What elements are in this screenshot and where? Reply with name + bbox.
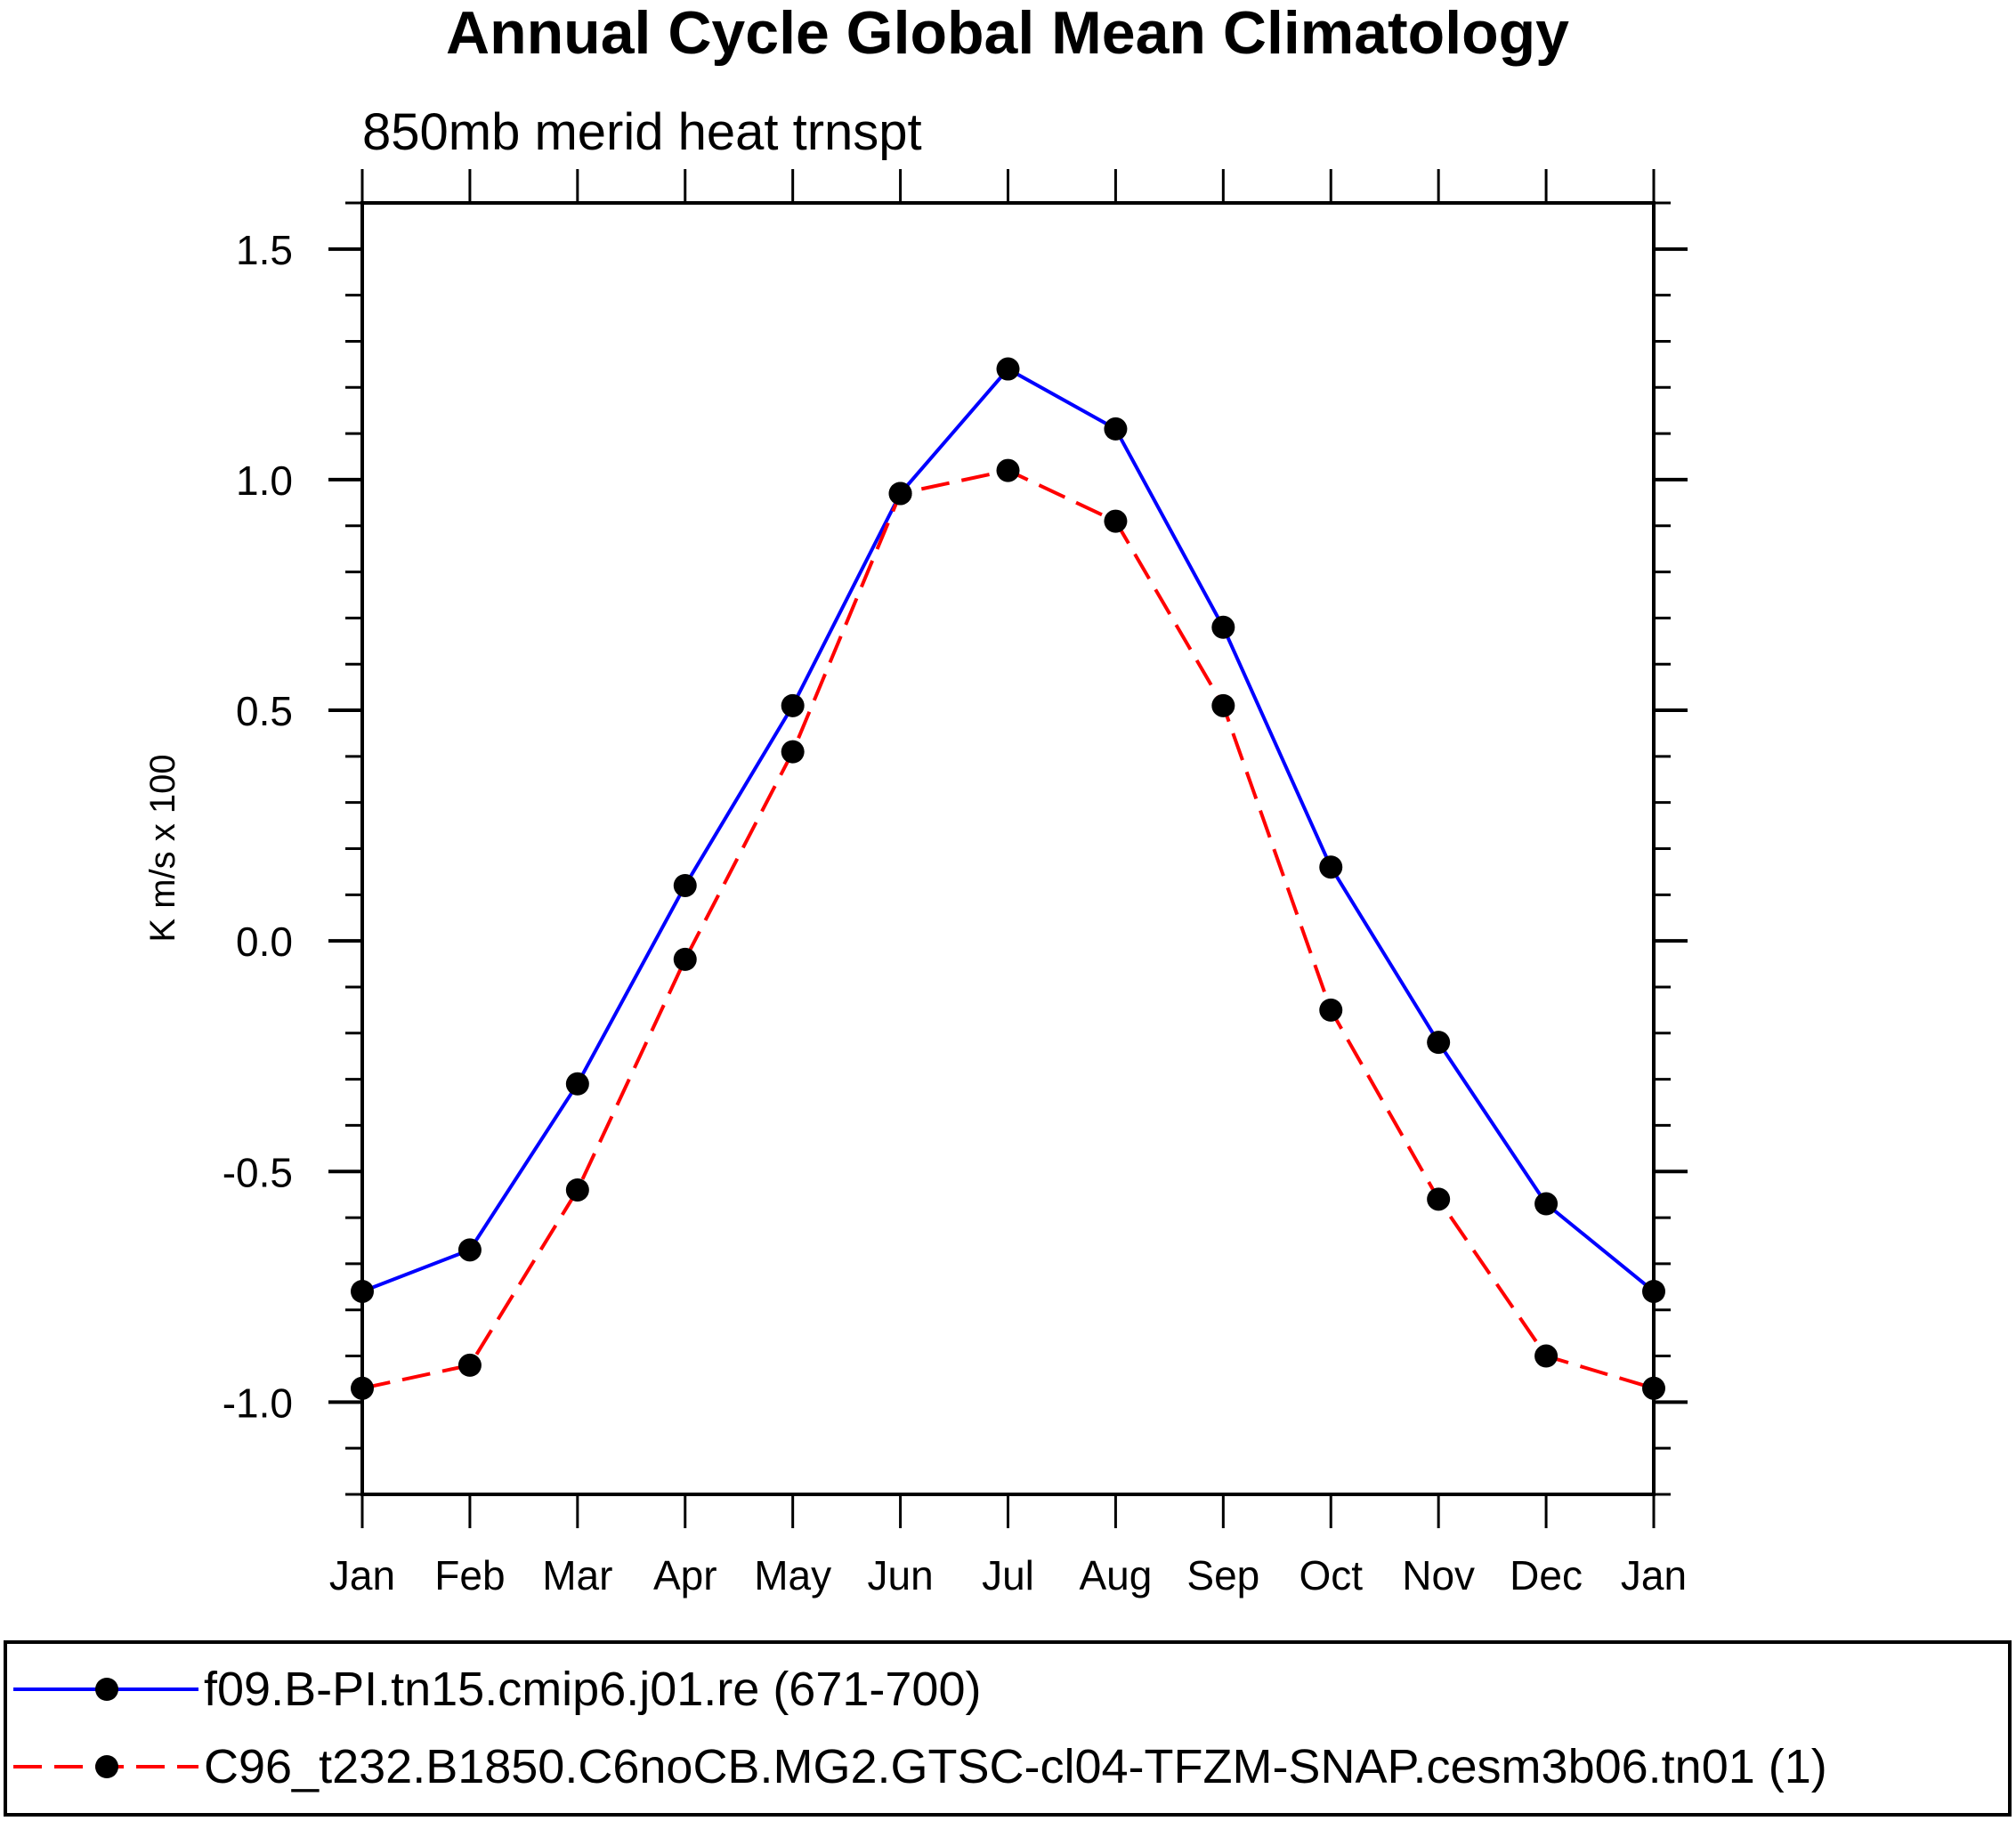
y-tick-label: -0.5 xyxy=(223,1149,293,1195)
legend: f09.B-PI.tn15.cmip6.j01.re (671-700) C96… xyxy=(4,1640,2012,1817)
data-point-series-1 xyxy=(1534,1344,1559,1368)
data-point-series-1 xyxy=(781,740,805,764)
chart-subtitle: 850mb merid heat trnspt xyxy=(362,103,922,161)
legend-item-1: C96_t232.B1850.C6noCB.MG2.GTSC-cl04-TFZM… xyxy=(13,1740,1827,1793)
legend-box xyxy=(4,1640,2012,1817)
plot-frame xyxy=(360,201,1656,1496)
data-point-series-1 xyxy=(1211,693,1235,717)
y-tick-label: 1.0 xyxy=(236,457,293,504)
x-tick-label: May xyxy=(754,1552,831,1598)
x-tick-label: Nov xyxy=(1402,1552,1475,1598)
legend-label-1: C96_t232.B1850.C6noCB.MG2.GTSC-cl04-TFZM… xyxy=(204,1740,1827,1793)
data-point-series-0 xyxy=(1319,855,1343,879)
data-point-series-1 xyxy=(996,458,1020,482)
data-point-series-0 xyxy=(1211,615,1235,639)
x-tick-label: Jan xyxy=(329,1552,395,1598)
data-point-series-0 xyxy=(781,693,805,717)
data-point-series-1 xyxy=(1427,1187,1451,1211)
axis-ticks xyxy=(328,169,1688,1528)
x-tick-label: Jan xyxy=(1621,1552,1687,1598)
x-tick-label: Aug xyxy=(1079,1552,1152,1598)
y-tick-label: 1.5 xyxy=(236,227,293,273)
legend-label-0: f09.B-PI.tn15.cmip6.j01.re (671-700) xyxy=(204,1663,981,1716)
x-tick-label: Sep xyxy=(1186,1552,1259,1598)
x-tick-label: Jul xyxy=(982,1552,1034,1598)
data-point-series-1 xyxy=(1319,998,1343,1022)
y-tick-label: -1.0 xyxy=(223,1380,293,1426)
x-tick-label: Oct xyxy=(1299,1552,1363,1598)
x-tick-label: Feb xyxy=(434,1552,505,1598)
data-point-series-1 xyxy=(673,947,697,971)
x-tick-label: Mar xyxy=(542,1552,612,1598)
data-point-series-0 xyxy=(996,357,1020,381)
series-markers xyxy=(351,357,1665,1400)
data-point-series-1 xyxy=(457,1353,482,1377)
x-tick-label: Apr xyxy=(653,1552,717,1598)
y-tick-label: 0.0 xyxy=(236,919,293,965)
chart-title: Annual Cycle Global Mean Climatology xyxy=(446,0,1569,67)
data-point-series-1 xyxy=(1104,509,1128,533)
legend-marker-0 xyxy=(95,1678,118,1701)
legend-marker-1 xyxy=(95,1755,118,1778)
tick-labels: Jan Feb Mar Apr May Jun Jul Aug Sep Oct Nov Dec Jan -… xyxy=(223,227,1687,1598)
legend-item-0: f09.B-PI.tn15.cmip6.j01.re (671-700) xyxy=(13,1663,981,1716)
x-tick-label: Jun xyxy=(867,1552,933,1598)
y-tick-label: 0.5 xyxy=(236,688,293,734)
y-axis-label: K m/s x 100 xyxy=(143,754,182,942)
x-tick-label: Dec xyxy=(1510,1552,1583,1598)
data-point-series-0 xyxy=(1427,1031,1451,1055)
data-point-series-0 xyxy=(673,873,697,897)
data-point-series-0 xyxy=(1104,417,1128,441)
data-point-series-0 xyxy=(457,1238,482,1262)
data-point-series-1 xyxy=(565,1178,589,1202)
data-point-series-1 xyxy=(888,482,912,506)
data-point-series-0 xyxy=(565,1072,589,1096)
data-point-series-0 xyxy=(1534,1192,1559,1216)
